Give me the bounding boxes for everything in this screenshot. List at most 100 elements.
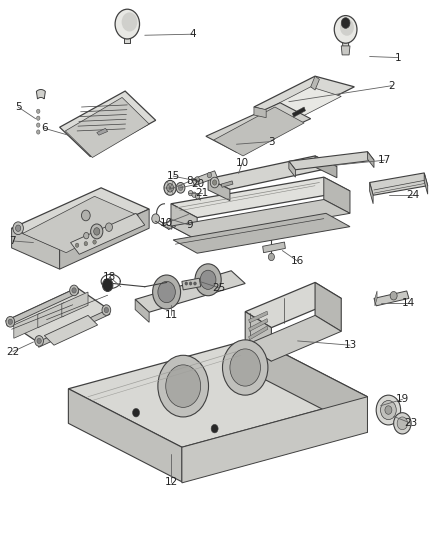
Circle shape — [212, 180, 217, 185]
Polygon shape — [36, 90, 46, 99]
Circle shape — [211, 424, 218, 433]
Polygon shape — [245, 282, 341, 328]
Circle shape — [36, 123, 40, 127]
Polygon shape — [62, 292, 88, 317]
Circle shape — [158, 356, 208, 417]
Circle shape — [230, 349, 261, 386]
Polygon shape — [12, 228, 60, 269]
Text: 21: 21 — [195, 188, 208, 198]
Text: 15: 15 — [166, 171, 180, 181]
Circle shape — [8, 319, 12, 325]
Polygon shape — [214, 107, 304, 156]
Polygon shape — [374, 291, 409, 306]
Text: 25: 25 — [212, 283, 226, 293]
Circle shape — [152, 275, 180, 309]
Polygon shape — [424, 173, 427, 194]
Circle shape — [70, 285, 78, 296]
Circle shape — [394, 413, 411, 434]
Circle shape — [93, 240, 96, 244]
Polygon shape — [71, 213, 145, 254]
Circle shape — [223, 340, 268, 395]
Polygon shape — [38, 303, 64, 328]
Polygon shape — [60, 209, 149, 269]
Polygon shape — [254, 107, 266, 118]
Circle shape — [390, 292, 397, 300]
Circle shape — [192, 192, 196, 197]
Text: 14: 14 — [402, 297, 416, 308]
Polygon shape — [6, 288, 110, 343]
Circle shape — [36, 130, 40, 134]
Polygon shape — [245, 312, 272, 361]
Circle shape — [37, 338, 41, 344]
Text: 9: 9 — [186, 220, 193, 230]
Polygon shape — [12, 188, 149, 249]
Circle shape — [376, 395, 401, 425]
Text: 4: 4 — [190, 29, 196, 39]
Text: 3: 3 — [268, 136, 275, 147]
Circle shape — [178, 185, 183, 190]
Circle shape — [36, 116, 40, 120]
Circle shape — [133, 408, 140, 417]
Text: 8: 8 — [186, 176, 193, 187]
Polygon shape — [38, 309, 110, 348]
Polygon shape — [249, 319, 268, 332]
Text: 10: 10 — [236, 158, 249, 168]
Text: 16: 16 — [291, 256, 304, 266]
Circle shape — [91, 224, 103, 239]
Circle shape — [36, 109, 40, 114]
Circle shape — [6, 317, 14, 327]
Circle shape — [72, 288, 76, 293]
Polygon shape — [22, 196, 138, 253]
Circle shape — [13, 222, 23, 235]
Circle shape — [106, 223, 113, 231]
Polygon shape — [311, 76, 319, 90]
Polygon shape — [171, 199, 350, 240]
Text: 12: 12 — [164, 477, 177, 487]
Circle shape — [210, 177, 219, 188]
Circle shape — [94, 228, 100, 235]
Polygon shape — [249, 326, 268, 340]
Text: 2: 2 — [388, 81, 395, 91]
Polygon shape — [60, 91, 155, 157]
Polygon shape — [135, 271, 245, 312]
Circle shape — [115, 9, 140, 39]
Text: 24: 24 — [406, 190, 420, 200]
Circle shape — [195, 264, 221, 296]
Circle shape — [84, 232, 89, 239]
Circle shape — [189, 282, 192, 285]
Circle shape — [102, 305, 111, 316]
Polygon shape — [370, 182, 373, 204]
Polygon shape — [208, 179, 230, 200]
Circle shape — [381, 400, 396, 419]
Polygon shape — [171, 177, 350, 217]
Circle shape — [81, 210, 90, 221]
Text: 18: 18 — [103, 272, 117, 282]
Circle shape — [152, 214, 159, 223]
Polygon shape — [221, 181, 233, 187]
Text: 10: 10 — [160, 218, 173, 228]
Polygon shape — [171, 204, 197, 240]
Polygon shape — [370, 173, 427, 195]
Polygon shape — [245, 316, 341, 361]
Circle shape — [207, 172, 212, 177]
Polygon shape — [192, 171, 217, 185]
Circle shape — [195, 176, 199, 182]
Circle shape — [340, 19, 354, 36]
Circle shape — [84, 241, 88, 246]
Circle shape — [15, 225, 21, 231]
Text: 11: 11 — [164, 310, 177, 320]
Circle shape — [194, 282, 196, 285]
Text: 6: 6 — [41, 123, 48, 133]
Circle shape — [188, 190, 193, 196]
Polygon shape — [263, 242, 286, 253]
Circle shape — [104, 308, 109, 313]
Polygon shape — [6, 288, 78, 326]
Circle shape — [35, 336, 43, 346]
Polygon shape — [44, 316, 98, 345]
Polygon shape — [208, 156, 337, 189]
Polygon shape — [135, 300, 149, 322]
Circle shape — [122, 12, 138, 31]
Polygon shape — [124, 33, 131, 43]
Circle shape — [334, 15, 357, 43]
Circle shape — [200, 270, 216, 289]
